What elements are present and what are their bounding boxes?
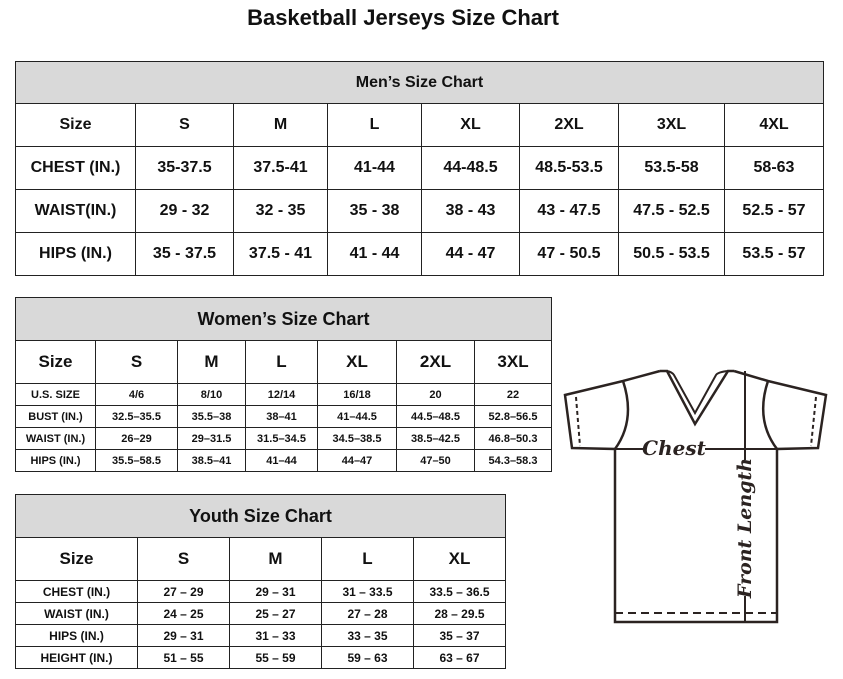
shirt-outline-icon bbox=[563, 369, 828, 624]
table-cell: L bbox=[327, 103, 422, 147]
table-cell: 54.3–58.3 bbox=[474, 449, 552, 472]
row-label: CHEST (IN.) bbox=[15, 146, 136, 190]
table-cell: 2XL bbox=[519, 103, 619, 147]
table-cell: 41 - 44 bbox=[327, 232, 422, 276]
front-length-label: Front Length bbox=[734, 458, 756, 599]
table-cell: 29 – 31 bbox=[137, 624, 230, 647]
table-cell: 44-48.5 bbox=[421, 146, 520, 190]
row-label: WAIST (IN.) bbox=[15, 602, 138, 625]
table-row: HIPS (IN.) 35 - 37.5 37.5 - 41 41 - 44 44 - … bbox=[15, 232, 824, 276]
table-cell: XL bbox=[421, 103, 520, 147]
chest-label: Chest bbox=[642, 436, 706, 460]
row-label: Size bbox=[15, 537, 138, 581]
table-cell: 46.8–50.3 bbox=[474, 427, 552, 450]
table-cell: 53.5 - 57 bbox=[724, 232, 824, 276]
table-cell: 52.8–56.5 bbox=[474, 405, 552, 428]
table-row: HEIGHT (IN.) 51 – 55 55 – 59 59 – 63 63 – 67 bbox=[15, 646, 506, 669]
table-cell: S bbox=[137, 537, 230, 581]
womens-size-table: Women’s Size Chart Size S M L XL 2XL 3XL U.S. S… bbox=[15, 297, 552, 472]
table-cell: 29–31.5 bbox=[177, 427, 246, 450]
table-cell: 47–50 bbox=[396, 449, 475, 472]
table-cell: 35 - 38 bbox=[327, 189, 422, 233]
table-row: CHEST (IN.) 35-37.5 37.5-41 41-44 44-48.5 48.… bbox=[15, 146, 824, 190]
table-cell: 48.5-53.5 bbox=[519, 146, 619, 190]
mens-size-table: Men’s Size Chart Size S M L XL 2XL 3XL 4XL CHEST… bbox=[15, 61, 824, 276]
youth-size-table: Youth Size Chart Size S M L XL CHEST (IN.) 27 … bbox=[15, 494, 506, 669]
table-cell: 51 – 55 bbox=[137, 646, 230, 669]
table-cell: 58-63 bbox=[724, 146, 824, 190]
table-cell: 55 – 59 bbox=[229, 646, 322, 669]
table-cell: 3XL bbox=[618, 103, 725, 147]
table-cell: 31 – 33 bbox=[229, 624, 322, 647]
table-cell: 34.5–38.5 bbox=[317, 427, 397, 450]
size-header-row: Size S M L XL 2XL 3XL bbox=[15, 340, 552, 384]
table-cell: 2XL bbox=[396, 340, 475, 384]
table-cell: 43 - 47.5 bbox=[519, 189, 619, 233]
table-cell: 35 - 37.5 bbox=[135, 232, 234, 276]
table-cell: 38.5–41 bbox=[177, 449, 246, 472]
table-cell: M bbox=[229, 537, 322, 581]
table-row: WAIST (IN.) 24 – 25 25 – 27 27 – 28 28 – 29.… bbox=[15, 602, 506, 625]
table-cell: S bbox=[135, 103, 234, 147]
mens-table-title: Men’s Size Chart bbox=[15, 61, 824, 104]
table-cell: 41-44 bbox=[327, 146, 422, 190]
table-cell: 59 – 63 bbox=[321, 646, 414, 669]
table-cell: 37.5 - 41 bbox=[233, 232, 328, 276]
row-label: HIPS (IN.) bbox=[15, 449, 96, 472]
row-label: WAIST(IN.) bbox=[15, 189, 136, 233]
size-header-row: Size S M L XL bbox=[15, 537, 506, 581]
table-row: WAIST (IN.) 26–29 29–31.5 31.5–34.5 34.5–38.… bbox=[15, 427, 552, 450]
table-cell: 25 – 27 bbox=[229, 602, 322, 625]
table-cell: 33.5 – 36.5 bbox=[413, 580, 506, 603]
youth-table-title: Youth Size Chart bbox=[15, 494, 506, 538]
table-row: BUST (IN.) 32.5–35.5 35.5–38 38–41 41–44.5 44… bbox=[15, 405, 552, 428]
table-cell: 41–44 bbox=[245, 449, 318, 472]
row-label: BUST (IN.) bbox=[15, 405, 96, 428]
table-cell: 44.5–48.5 bbox=[396, 405, 475, 428]
table-cell: L bbox=[321, 537, 414, 581]
table-row: WAIST(IN.) 29 - 32 32 - 35 35 - 38 38 - 43 43… bbox=[15, 189, 824, 233]
table-cell: 32 - 35 bbox=[233, 189, 328, 233]
row-label: Size bbox=[15, 340, 96, 384]
table-cell: 27 – 29 bbox=[137, 580, 230, 603]
table-row: CHEST (IN.) 27 – 29 29 – 31 31 – 33.5 33.5 –… bbox=[15, 580, 506, 603]
table-cell: M bbox=[233, 103, 328, 147]
table-cell: 63 – 67 bbox=[413, 646, 506, 669]
table-cell: XL bbox=[413, 537, 506, 581]
table-cell: 38 - 43 bbox=[421, 189, 520, 233]
table-row: HIPS (IN.) 35.5–58.5 38.5–41 41–44 44–47 47–5… bbox=[15, 449, 552, 472]
row-label: HEIGHT (IN.) bbox=[15, 646, 138, 669]
table-cell: 33 – 35 bbox=[321, 624, 414, 647]
table-cell: 35.5–38 bbox=[177, 405, 246, 428]
table-cell: 52.5 - 57 bbox=[724, 189, 824, 233]
size-header-row: Size S M L XL 2XL 3XL 4XL bbox=[15, 103, 824, 147]
table-cell: L bbox=[245, 340, 318, 384]
table-cell: 24 – 25 bbox=[137, 602, 230, 625]
page-title: Basketball Jerseys Size Chart bbox=[247, 5, 559, 30]
table-cell: 53.5-58 bbox=[618, 146, 725, 190]
table-cell: 28 – 29.5 bbox=[413, 602, 506, 625]
table-row: U.S. SIZE 4/6 8/10 12/14 16/18 20 22 bbox=[15, 383, 552, 406]
table-cell: 47 - 50.5 bbox=[519, 232, 619, 276]
row-label: HIPS (IN.) bbox=[15, 232, 136, 276]
